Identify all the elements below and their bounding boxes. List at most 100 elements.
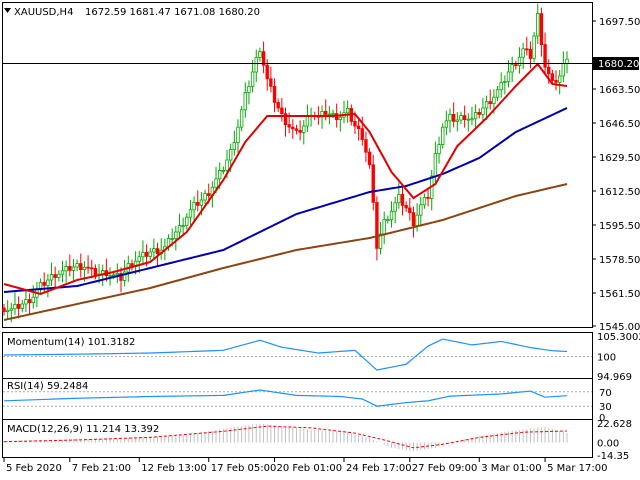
bearish-candle	[42, 281, 46, 286]
bullish-candle	[448, 114, 452, 122]
bullish-candle	[510, 64, 514, 73]
momentum-panel[interactable]	[2, 332, 593, 379]
bullish-candle	[111, 274, 116, 277]
bullish-candle	[437, 144, 441, 155]
momentum-tick-label: 100	[597, 353, 616, 364]
bullish-candle	[82, 266, 87, 271]
bullish-candle	[57, 273, 61, 279]
bullish-candle	[31, 296, 35, 304]
chart-symbol-label: XAUUSD,H4	[14, 7, 73, 18]
current-price-tag	[593, 57, 639, 70]
bullish-candle	[199, 199, 204, 206]
bearish-candle	[477, 112, 481, 115]
rsi-label: RSI(14) 59.2484	[7, 381, 88, 392]
sma-fast-line	[3, 62, 568, 296]
bearish-candle	[514, 64, 518, 66]
bullish-candle	[419, 204, 423, 216]
bullish-candle	[221, 169, 226, 172]
bullish-candle	[378, 233, 383, 249]
bearish-candle	[196, 201, 200, 206]
bearish-candle	[367, 151, 372, 166]
bearish-candle	[86, 266, 90, 269]
bullish-candle	[181, 225, 185, 228]
main-price-panel[interactable]	[2, 2, 593, 328]
bullish-candle	[397, 193, 401, 204]
time-tick-label: 27 Feb 09:00	[412, 463, 478, 474]
current-price-text: 1680.20	[598, 59, 639, 70]
bearish-candle	[155, 248, 160, 255]
bullish-candle	[214, 178, 218, 188]
bullish-candle	[459, 115, 463, 121]
time-tick-label: 24 Feb 17:00	[346, 463, 412, 474]
bullish-candle	[441, 126, 445, 145]
bullish-candle	[188, 209, 193, 218]
bearish-candle	[53, 274, 57, 279]
moving-averages-layer	[3, 62, 568, 321]
bullish-candle	[415, 214, 419, 226]
bullish-candle	[49, 274, 54, 281]
bullish-candle	[305, 116, 310, 127]
bullish-candle	[254, 57, 258, 73]
bullish-candle	[444, 120, 449, 128]
bearish-candle	[408, 207, 412, 213]
bullish-candle	[393, 202, 397, 212]
bearish-candle	[93, 267, 98, 276]
bullish-candle	[433, 153, 438, 177]
bullish-candle	[177, 225, 182, 233]
bullish-candle	[71, 266, 76, 271]
chart-ohlc-label: 1672.59 1681.47 1671.08 1680.20	[85, 7, 260, 18]
bearish-candle	[404, 204, 408, 209]
bullish-candle	[60, 270, 65, 275]
bullish-candle	[236, 126, 240, 143]
bullish-candle	[217, 169, 222, 180]
bullish-candle	[389, 210, 394, 220]
bearish-candle	[294, 128, 299, 131]
bullish-candle	[557, 75, 562, 83]
bearish-candle	[451, 114, 456, 122]
bullish-candle	[225, 159, 229, 171]
bullish-candle	[203, 193, 207, 201]
price-tick-label: 1697.50	[599, 17, 640, 28]
bearish-candle	[356, 125, 361, 129]
macd-tick-label: 0.00	[597, 439, 619, 450]
rsi-panel[interactable]	[2, 378, 593, 420]
bullish-candle	[503, 81, 507, 83]
bullish-candle	[481, 107, 485, 115]
candle-layer	[2, 3, 569, 323]
bearish-candle	[364, 139, 368, 153]
bullish-candle	[499, 82, 503, 91]
bearish-candle	[400, 193, 405, 206]
macd-signal-line	[3, 425, 568, 449]
time-tick-label: 5 Feb 2020	[6, 463, 62, 474]
bullish-candle	[239, 109, 244, 128]
chart-menu-triangle-icon[interactable]	[4, 8, 11, 13]
bullish-candle	[13, 303, 17, 310]
momentum-label: Momentum(14) 101.3182	[7, 337, 135, 348]
bearish-candle	[283, 113, 288, 125]
bullish-candle	[232, 142, 237, 151]
bullish-candle	[521, 48, 525, 58]
bearish-candle	[426, 196, 430, 199]
bearish-candle	[543, 44, 547, 68]
indicator-layer	[3, 338, 568, 452]
bullish-candle	[331, 113, 335, 115]
momentum-line	[3, 338, 568, 371]
bearish-candle	[2, 307, 6, 312]
bullish-candle	[170, 237, 174, 240]
price-tick-label: 1595.50	[599, 221, 640, 232]
time-tick-label: 5 Mar 17:00	[547, 463, 607, 474]
bearish-candle	[360, 128, 364, 141]
bearish-candle	[272, 86, 277, 103]
bearish-candle	[269, 78, 273, 87]
bearish-candle	[525, 48, 529, 51]
bullish-candle	[228, 149, 233, 161]
bullish-candle	[185, 216, 189, 226]
bullish-candle	[152, 248, 156, 253]
bearish-candle	[16, 303, 21, 309]
rsi-tick-label: 70	[599, 388, 612, 399]
bearish-candle	[550, 73, 555, 81]
macd-tick-label: 22.628	[597, 419, 632, 430]
bullish-candle	[302, 125, 306, 133]
